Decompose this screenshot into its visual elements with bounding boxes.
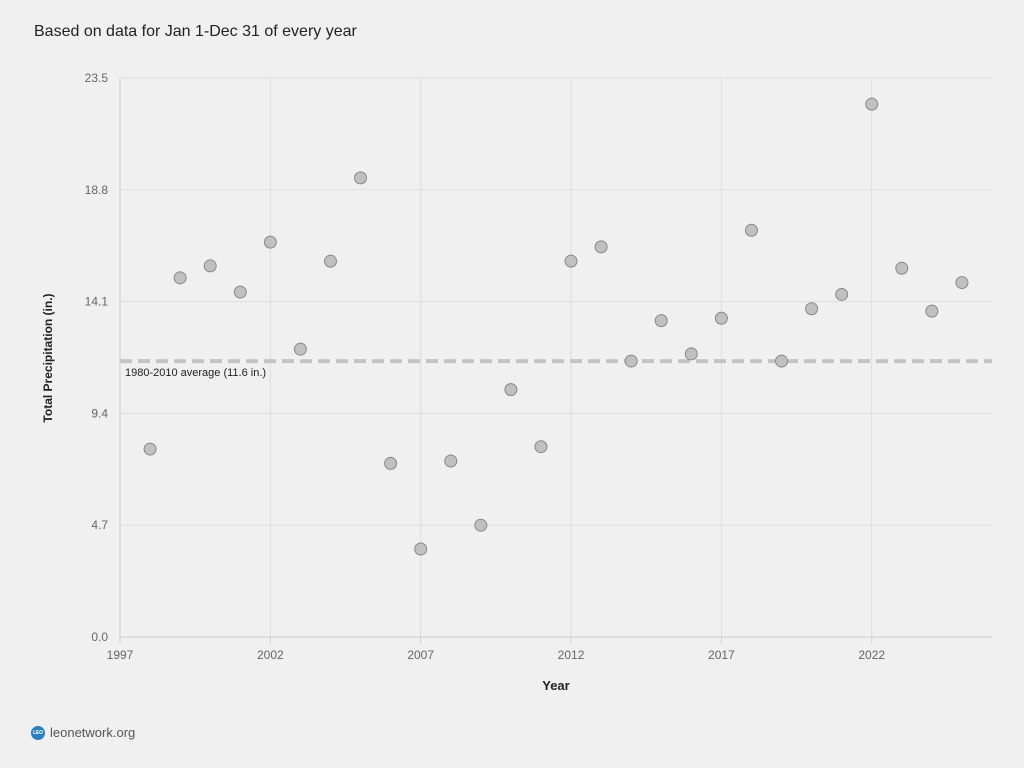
data-point [714,311,728,325]
x-axis-title: Year [542,678,569,693]
x-tick-label: 1997 [107,648,134,662]
data-point [654,314,668,328]
data-point [143,442,157,456]
data-point [233,285,247,299]
data-point [955,276,969,290]
data-point [354,171,368,185]
x-tick-label: 2017 [708,648,735,662]
y-tick-label: 4.7 [91,518,108,532]
data-point [444,454,458,468]
x-tick-label: 2002 [257,648,284,662]
leo-logo-icon: LEO [31,725,45,740]
y-tick-label: 0.0 [91,630,108,644]
chart-subtitle: Based on data for Jan 1-Dec 31 of every … [34,23,357,40]
average-reference-label: 1980-2010 average (11.6 in.) [125,367,266,379]
x-tick-label: 2012 [558,648,585,662]
data-point [624,354,638,368]
data-point [323,254,337,268]
data-point [925,304,939,318]
data-point [895,261,909,275]
data-point [775,354,789,368]
data-point [835,287,849,301]
y-tick-label: 23.5 [85,71,109,85]
data-point [414,542,428,556]
axes: 0.0 4.7 9.4 14.1 18.8 23.5 1997 2002 2007 2012 201… [85,71,992,662]
x-tick-label: 2022 [858,648,885,662]
data-point [504,383,518,397]
reference-line-group: 1980-2010 average (11.6 in.) [120,359,992,379]
data-point [534,440,548,454]
data-point [744,223,758,237]
data-point [173,271,187,285]
grid-lines [119,77,992,638]
data-point [594,240,608,254]
data-point [564,254,578,268]
y-tick-label: 9.4 [91,406,108,420]
y-axis-title: Total Precipitation (in.) [41,293,55,422]
y-tick-label: 14.1 [85,295,109,309]
y-tick-label: 18.8 [85,183,109,197]
data-point [474,518,488,532]
x-tick-label: 2007 [407,648,434,662]
footer-credit[interactable]: LEO leonetwork.org [31,725,135,740]
data-point [203,259,217,273]
footer-site-link[interactable]: leonetwork.org [50,725,136,740]
data-point [384,456,398,470]
data-point [865,97,879,111]
data-point [263,235,277,249]
data-points [143,97,969,556]
data-point [684,347,698,361]
data-point [805,302,819,316]
data-point [293,342,307,356]
